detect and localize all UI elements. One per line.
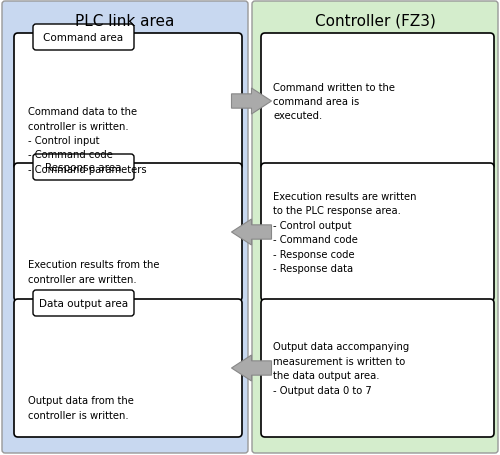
Text: Execution results from the
controller are written.: Execution results from the controller ar… bbox=[28, 260, 160, 284]
FancyBboxPatch shape bbox=[33, 290, 134, 316]
FancyBboxPatch shape bbox=[33, 25, 134, 51]
Polygon shape bbox=[232, 355, 272, 381]
Text: Data output area: Data output area bbox=[39, 298, 128, 308]
FancyBboxPatch shape bbox=[14, 164, 242, 301]
Text: Response area: Response area bbox=[45, 162, 122, 172]
FancyBboxPatch shape bbox=[14, 34, 242, 170]
FancyBboxPatch shape bbox=[33, 155, 134, 181]
Text: Command written to the
command area is
executed.: Command written to the command area is e… bbox=[273, 82, 395, 121]
FancyBboxPatch shape bbox=[252, 2, 498, 453]
Text: Output data from the
controller is written.: Output data from the controller is writt… bbox=[28, 395, 134, 420]
FancyBboxPatch shape bbox=[2, 2, 248, 453]
Text: Command data to the
controller is written.
- Control input
- Command code
- Comm: Command data to the controller is writte… bbox=[28, 107, 146, 174]
Text: Output data accompanying
measurement is written to
the data output area.
- Outpu: Output data accompanying measurement is … bbox=[273, 342, 409, 395]
Text: Execution results are written
to the PLC response area.
- Control output
- Comma: Execution results are written to the PLC… bbox=[273, 192, 416, 273]
Polygon shape bbox=[232, 89, 272, 115]
Text: Controller (FZ3): Controller (FZ3) bbox=[314, 14, 436, 29]
Text: Command area: Command area bbox=[44, 33, 124, 43]
Polygon shape bbox=[232, 219, 272, 245]
FancyBboxPatch shape bbox=[261, 164, 494, 301]
FancyBboxPatch shape bbox=[261, 34, 494, 170]
FancyBboxPatch shape bbox=[14, 299, 242, 437]
FancyBboxPatch shape bbox=[261, 299, 494, 437]
Text: PLC link area: PLC link area bbox=[76, 14, 174, 29]
